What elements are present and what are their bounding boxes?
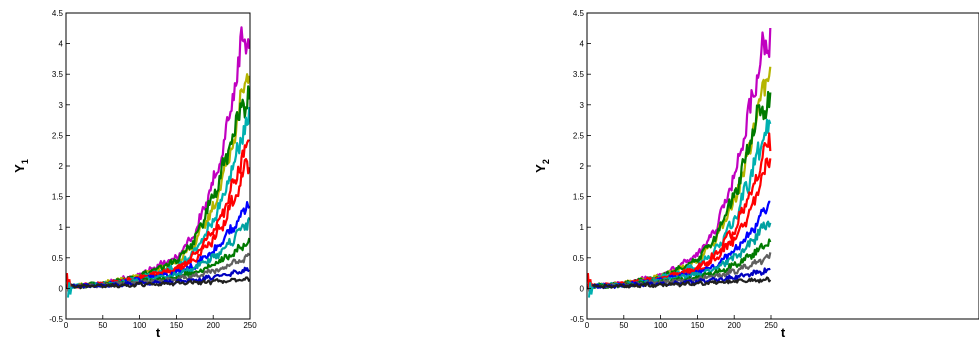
x-tick-label: 250	[764, 321, 778, 330]
axes-box	[65, 12, 251, 320]
y-axis-label: Y1	[12, 159, 30, 173]
y-tick-label: 0	[580, 284, 585, 293]
chart-panel-y2: 0 50 100 150 200 250-0.500.511.522.533.544.5 …	[533, 9, 979, 340]
y-tick-label: 3.5	[52, 70, 64, 79]
x-tick-label: 50	[619, 321, 628, 330]
y-axis-label: Y2	[533, 159, 551, 173]
x-axis-label: t	[156, 325, 161, 340]
y-axis-label-subscript: 2	[541, 159, 551, 164]
x-tick-label: 0	[64, 321, 69, 330]
x-tick-label: 150	[691, 321, 705, 330]
y-tick-label: 3	[59, 101, 64, 110]
x-tick-label: 250	[243, 321, 257, 330]
y-tick-label: 2.5	[52, 131, 64, 140]
y-tick-label: 0.5	[52, 254, 64, 263]
x-tick-label: 100	[133, 321, 147, 330]
series-group	[587, 27, 772, 298]
y-tick-label: 4	[59, 40, 64, 49]
y-tick-label: 2.5	[573, 131, 585, 140]
y-axis-label-main: Y	[533, 164, 548, 173]
y-tick-label: 4.5	[573, 9, 585, 18]
y-tick-label: 1.5	[573, 193, 585, 202]
y-tick-label: 4.5	[52, 9, 64, 18]
plot-area	[587, 13, 979, 319]
y-tick-label: 2	[580, 162, 585, 171]
y-tick-label: 3.5	[573, 70, 585, 79]
x-tick-label: 50	[98, 321, 107, 330]
x-axis-label: t	[781, 325, 786, 340]
x-tick-label: 200	[207, 321, 221, 330]
x-tick-label: 150	[170, 321, 184, 330]
y-tick-label: 3	[580, 101, 585, 110]
series-group	[66, 26, 250, 298]
y-axis-label-subscript: 1	[20, 159, 30, 164]
y-axis-label-main: Y	[12, 164, 27, 173]
y-tick-label: 4	[580, 40, 585, 49]
tick-group: 0 50 100 150 200 250-0.500.511.522.533.544.5	[570, 9, 778, 330]
chart-panel-y1: 0 50 100 150 200 250-0.500.511.522.533.544.5 …	[12, 9, 257, 340]
y-tick-label: 1	[580, 223, 585, 232]
y-tick-label: -0.5	[49, 315, 63, 324]
x-tick-label: 100	[654, 321, 668, 330]
y-tick-label: 0.5	[573, 254, 585, 263]
y-tick-label: 2	[59, 162, 64, 171]
x-tick-label: 0	[585, 321, 590, 330]
series-line	[587, 276, 772, 290]
y-tick-label: 0	[59, 284, 64, 293]
series-line	[66, 276, 250, 290]
y-tick-label: 1.5	[52, 193, 64, 202]
y-tick-label: 1	[59, 223, 64, 232]
x-tick-label: 200	[728, 321, 742, 330]
y-tick-label: -0.5	[570, 315, 584, 324]
tick-group: 0 50 100 150 200 250-0.500.511.522.533.544.5	[49, 9, 257, 330]
axes-box	[586, 12, 979, 320]
